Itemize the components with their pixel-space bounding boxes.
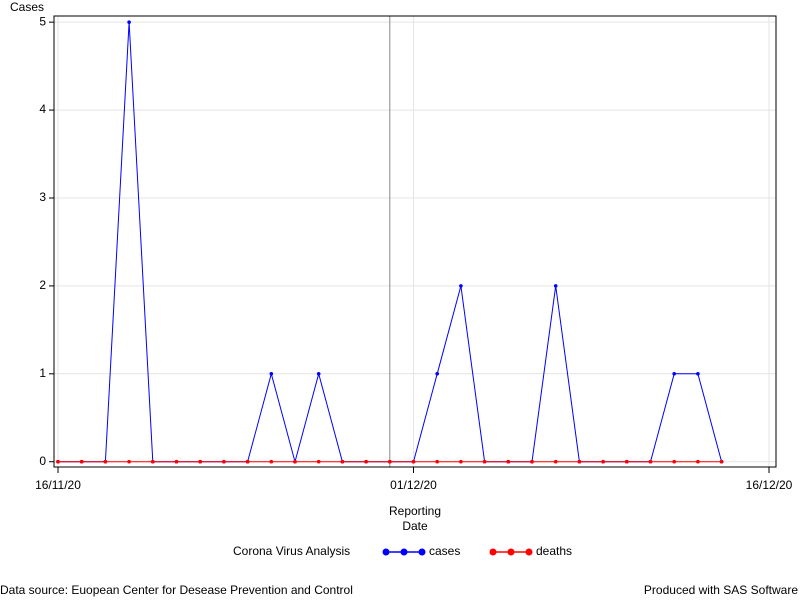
data-point [719, 459, 724, 464]
footnote: Data source: Euopean Center for Desease … [0, 583, 353, 597]
y-tick-label: 5 [39, 14, 46, 28]
legend-title: Corona Virus Analysis [233, 544, 350, 558]
data-point [103, 459, 108, 464]
data-point [553, 459, 558, 464]
y-tick-label: 2 [39, 278, 46, 292]
data-point [174, 459, 179, 464]
data-point [696, 372, 700, 376]
data-point [435, 372, 440, 376]
data-point [245, 459, 250, 464]
legend-marker [418, 548, 426, 556]
legend-marker [382, 548, 390, 556]
data-point [506, 459, 511, 464]
footnote: Produced with SAS Software [644, 583, 798, 597]
legend-marker [507, 548, 515, 556]
data-point [293, 459, 297, 464]
y-axis-label: Cases [10, 0, 44, 14]
legend-marker [400, 548, 408, 556]
data-point [198, 459, 202, 464]
data-point [269, 459, 274, 464]
data-point [316, 459, 321, 464]
data-point [625, 459, 629, 464]
x-tick-label: 16/12/20 [746, 478, 793, 492]
y-tick-label: 1 [39, 366, 46, 380]
data-point [411, 459, 416, 464]
legend-label: deaths [536, 544, 572, 558]
data-point [648, 459, 653, 464]
legend-marker [525, 548, 533, 556]
data-point [364, 459, 368, 464]
data-point [459, 459, 463, 464]
data-point [482, 459, 487, 464]
legend-label: cases [429, 544, 460, 558]
data-point [553, 284, 558, 288]
data-point [79, 459, 84, 464]
x-axis-label: Reporting Date [388, 504, 442, 533]
data-point [601, 459, 605, 464]
y-tick-label: 3 [39, 190, 46, 204]
data-point [672, 372, 676, 376]
plot-frame [53, 15, 777, 468]
x-tick-label: 16/11/20 [35, 478, 81, 492]
data-point [388, 459, 392, 464]
data-point [340, 459, 345, 464]
data-point [151, 459, 155, 464]
data-point [127, 20, 131, 24]
data-point [696, 459, 700, 464]
data-point [56, 459, 60, 464]
data-point [459, 284, 463, 288]
x-tick-label: 01/12/20 [390, 478, 437, 492]
data-point [127, 459, 131, 464]
data-point [530, 459, 534, 464]
data-point [269, 372, 274, 376]
legend-marker [489, 548, 497, 556]
y-tick-label: 0 [39, 454, 46, 468]
y-tick-label: 4 [39, 102, 46, 116]
data-point [435, 459, 440, 464]
data-point [672, 459, 676, 464]
data-point [316, 372, 321, 376]
data-point [577, 459, 582, 464]
data-point [222, 459, 226, 464]
